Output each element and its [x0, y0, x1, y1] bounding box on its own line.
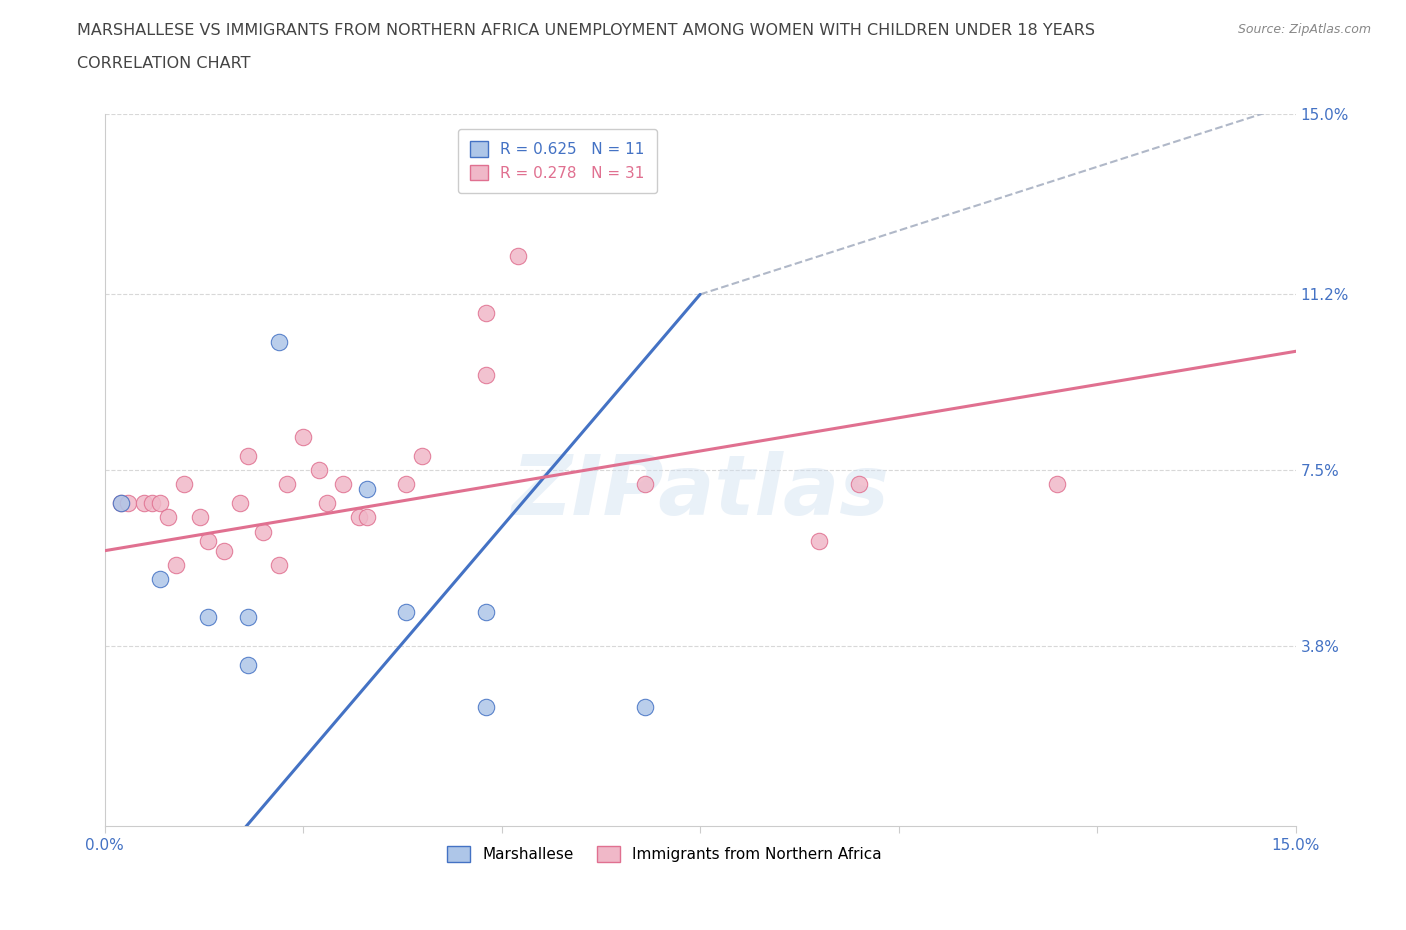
Text: ZIPatlas: ZIPatlas [512, 451, 889, 532]
Legend: Marshallese, Immigrants from Northern Africa: Marshallese, Immigrants from Northern Af… [441, 840, 887, 869]
Point [110, 496, 132, 511]
Point [141, 496, 163, 511]
Point [173, 477, 195, 492]
Point [308, 462, 330, 477]
Point [848, 477, 870, 492]
Point [269, 335, 291, 350]
Point [411, 448, 433, 463]
Point [292, 430, 315, 445]
Point [474, 605, 496, 620]
Point [236, 610, 259, 625]
Point [117, 496, 139, 511]
Point [316, 496, 339, 511]
Point [474, 700, 496, 715]
Point [633, 700, 655, 715]
Point [236, 448, 259, 463]
Point [197, 534, 219, 549]
Point [1046, 477, 1069, 492]
Point [188, 510, 211, 525]
Point [474, 367, 496, 382]
Point [165, 557, 187, 572]
Point [356, 482, 378, 497]
Point [236, 658, 259, 672]
Point [808, 534, 831, 549]
Point [395, 477, 418, 492]
Point [474, 306, 496, 321]
Point [276, 477, 298, 492]
Point [347, 510, 370, 525]
Point [157, 510, 180, 525]
Point [269, 557, 291, 572]
Text: CORRELATION CHART: CORRELATION CHART [77, 56, 250, 71]
Point [134, 496, 156, 511]
Point [633, 477, 655, 492]
Point [332, 477, 354, 492]
Point [212, 543, 235, 558]
Point [228, 496, 250, 511]
Point [506, 249, 529, 264]
Point [197, 610, 219, 625]
Text: MARSHALLESE VS IMMIGRANTS FROM NORTHERN AFRICA UNEMPLOYMENT AMONG WOMEN WITH CHI: MARSHALLESE VS IMMIGRANTS FROM NORTHERN … [77, 23, 1095, 38]
Point [395, 605, 418, 620]
Point [110, 496, 132, 511]
Text: Source: ZipAtlas.com: Source: ZipAtlas.com [1237, 23, 1371, 36]
Point [356, 510, 378, 525]
Point [252, 525, 274, 539]
Point [149, 496, 172, 511]
Point [149, 572, 172, 587]
